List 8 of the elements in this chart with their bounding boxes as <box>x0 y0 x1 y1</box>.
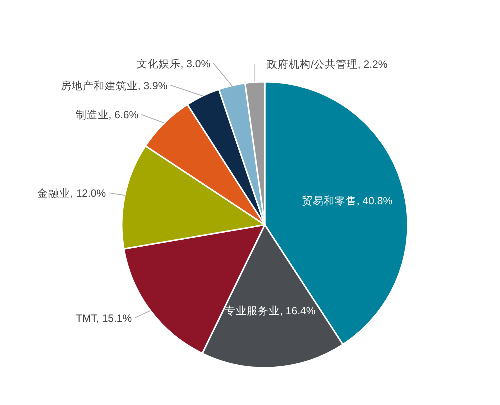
slice-label: TMT, 15.1% <box>76 313 132 326</box>
slice-label: 房地产和建筑业, 3.9% <box>60 79 168 92</box>
slice-label: 金融业, 12.0% <box>38 187 106 200</box>
slice-label: 文化娱乐, 3.0% <box>136 57 211 70</box>
slice-label: 制造业, 6.6% <box>76 108 139 122</box>
slice-label: 政府机构/公共管理, 2.2% <box>267 58 388 71</box>
slice-label: 专业服务业, 16.4% <box>225 304 316 318</box>
slice-label: 贸易和零售, 40.8% <box>302 194 393 208</box>
